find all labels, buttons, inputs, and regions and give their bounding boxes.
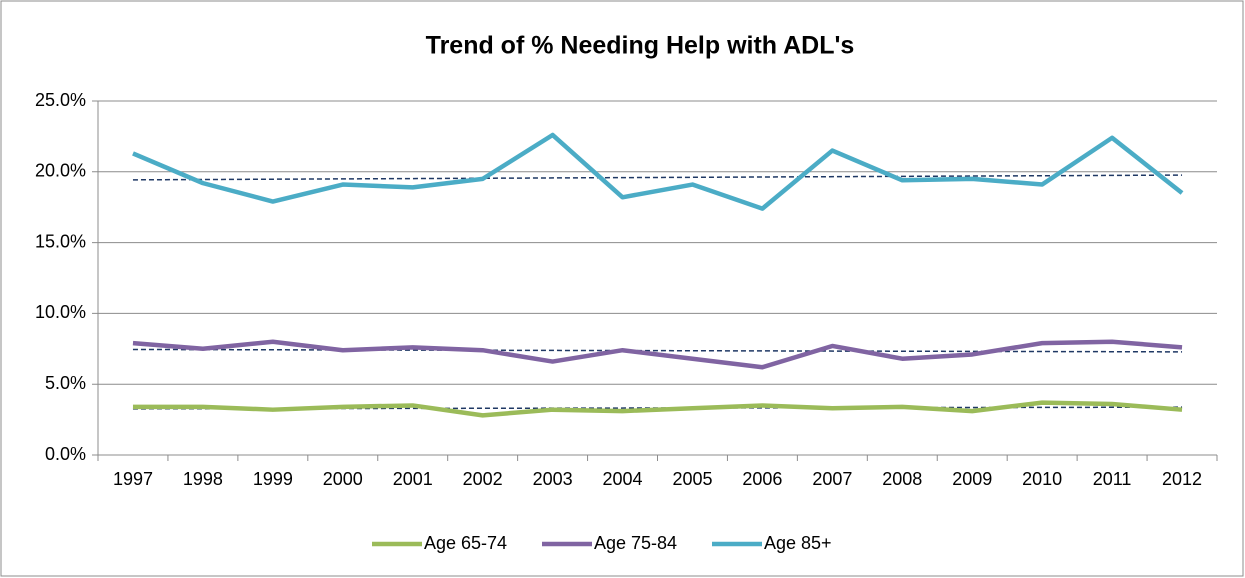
x-tick-label: 1997 bbox=[113, 469, 153, 489]
legend-label: Age 65-74 bbox=[424, 533, 507, 553]
x-tick-label: 2011 bbox=[1093, 469, 1132, 489]
trend-line bbox=[132, 348, 1183, 353]
x-tick-label: 2008 bbox=[882, 469, 922, 489]
y-tick-label: 25.0% bbox=[35, 90, 86, 110]
x-tick-label: 2003 bbox=[533, 469, 573, 489]
x-tick-label: 2010 bbox=[1022, 469, 1062, 489]
trend-line bbox=[132, 174, 1183, 181]
y-tick-label: 5.0% bbox=[45, 373, 86, 393]
x-tick-label: 2004 bbox=[603, 469, 643, 489]
y-tick-label: 0.0% bbox=[45, 444, 86, 464]
x-tick-label: 2002 bbox=[463, 469, 503, 489]
series-line bbox=[132, 339, 1183, 370]
y-tick-label: 10.0% bbox=[35, 302, 86, 322]
x-tick-label: 2005 bbox=[672, 469, 712, 489]
x-tick-label: 1998 bbox=[183, 469, 223, 489]
series-line bbox=[132, 400, 1183, 418]
x-tick-label: 2007 bbox=[812, 469, 852, 489]
legend-label: Age 85+ bbox=[764, 533, 832, 553]
x-tick-label: 2001 bbox=[393, 469, 433, 489]
x-tick-label: 2000 bbox=[323, 469, 363, 489]
chart-title: Trend of % Needing Help with ADL's bbox=[426, 32, 855, 60]
x-tick-label: 2009 bbox=[952, 469, 992, 489]
x-tick-label: 1999 bbox=[253, 469, 293, 489]
y-tick-label: 20.0% bbox=[35, 161, 86, 181]
x-tick-label: 2012 bbox=[1162, 469, 1202, 489]
x-tick-label: 2006 bbox=[742, 469, 782, 489]
series-line bbox=[132, 132, 1184, 211]
y-tick-label: 15.0% bbox=[35, 231, 86, 251]
legend-label: Age 75-84 bbox=[594, 533, 677, 553]
